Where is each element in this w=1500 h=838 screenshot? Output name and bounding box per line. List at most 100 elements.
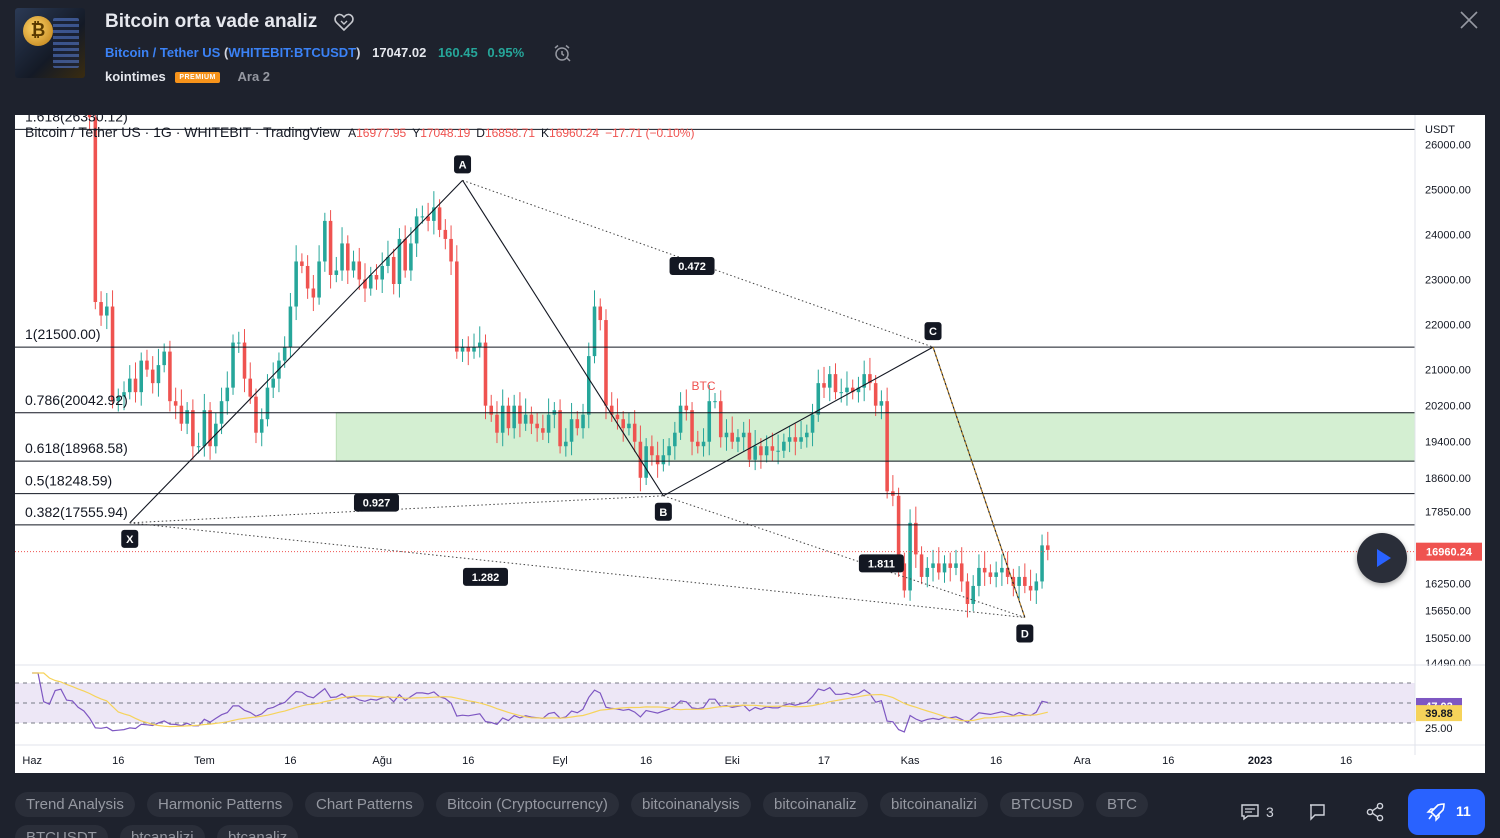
candle-body xyxy=(363,279,367,289)
candle xyxy=(805,424,809,448)
x-tick-label: 16 xyxy=(640,755,652,767)
chart-area[interactable]: 1.618(26330.12) 1(21500.00) 0.786(20042.92… xyxy=(15,115,1485,773)
candle-body xyxy=(105,306,109,316)
ratio-label-text: 0.927 xyxy=(363,498,391,510)
candle-body xyxy=(242,342,247,379)
candle xyxy=(122,381,126,411)
candle-body xyxy=(466,347,471,352)
boost-button[interactable]: 11 xyxy=(1408,789,1485,835)
pattern-point-label-text: A xyxy=(459,159,467,171)
candle-body xyxy=(885,401,889,492)
candle-body xyxy=(196,446,201,448)
ratio-label-text: 0.472 xyxy=(678,261,706,273)
candle-body xyxy=(311,288,316,298)
candle xyxy=(569,402,574,456)
candle xyxy=(701,428,706,457)
tag-chip[interactable]: btcanaliz xyxy=(217,825,299,838)
candle xyxy=(546,398,551,444)
fib-level-label: 0.5(18248.59) xyxy=(25,473,112,489)
close-icon[interactable] xyxy=(1458,9,1480,31)
candle xyxy=(334,256,339,283)
candle xyxy=(351,250,356,278)
currency-label: USDT xyxy=(1425,124,1455,136)
candle-body xyxy=(529,414,534,424)
candle xyxy=(489,394,494,422)
candle xyxy=(604,309,608,420)
candle-body xyxy=(265,387,270,420)
candle xyxy=(535,412,539,442)
symbol-name-link[interactable]: Bitcoin / Tether US xyxy=(105,45,221,60)
candle-body xyxy=(564,441,568,447)
candle xyxy=(793,423,798,456)
tag-chip[interactable]: bitcoinanalysis xyxy=(631,792,751,817)
candle-body xyxy=(971,585,975,604)
candle xyxy=(971,575,975,612)
alarm-clock-icon[interactable] xyxy=(552,43,572,63)
candle-body xyxy=(150,369,155,384)
candle-body xyxy=(799,437,803,442)
x-tick-label: 16 xyxy=(990,755,1002,767)
candle-body xyxy=(724,432,729,438)
candle-body xyxy=(942,563,947,573)
share-icon[interactable] xyxy=(1364,801,1386,823)
tag-chip[interactable]: BTCUSD xyxy=(1000,792,1084,817)
comments-button[interactable]: 3 xyxy=(1240,789,1280,835)
candles xyxy=(87,115,1050,618)
candle xyxy=(328,210,333,289)
tag-chip[interactable]: Harmonic Patterns xyxy=(147,792,294,817)
candle xyxy=(294,245,298,321)
candle xyxy=(873,375,878,417)
exchange-ticker-link[interactable]: WHITEBIT:BTCUSDT xyxy=(228,45,357,60)
candle-body xyxy=(254,396,258,433)
y-tick-label: 17850.00 xyxy=(1425,507,1471,519)
candle-body xyxy=(328,220,333,275)
candle-body xyxy=(87,115,92,118)
candle-body xyxy=(409,243,413,271)
rsi-ma-text: 39.88 xyxy=(1425,708,1453,720)
candle xyxy=(300,253,304,274)
idea-thumbnail[interactable]: ₿ xyxy=(15,8,85,78)
y-tick-label: 24000.00 xyxy=(1425,229,1471,241)
candle xyxy=(936,547,941,580)
tag-chip[interactable]: Chart Patterns xyxy=(305,792,424,817)
candle-body xyxy=(449,238,453,262)
chat-icon[interactable] xyxy=(1307,802,1327,822)
candle xyxy=(925,557,930,588)
candle xyxy=(736,429,740,453)
last-price: 17047.02 xyxy=(372,45,427,60)
candle xyxy=(133,362,138,403)
tag-chip[interactable]: BTC xyxy=(1096,792,1148,817)
tag-chip[interactable]: BTCUSDT xyxy=(15,825,108,838)
candle xyxy=(730,416,734,449)
candle xyxy=(380,252,384,294)
candle xyxy=(196,432,201,454)
candle xyxy=(724,419,729,451)
last-price-badge: 16960.24 xyxy=(1416,542,1482,561)
candle-body xyxy=(569,419,574,442)
candle xyxy=(363,263,367,303)
tag-chip[interactable]: Trend Analysis xyxy=(15,792,135,817)
tag-chip[interactable]: btcanalizi xyxy=(120,825,205,838)
candle xyxy=(391,248,396,295)
author-name[interactable]: kointimes xyxy=(105,69,166,84)
candle-body xyxy=(477,342,482,348)
candle-body xyxy=(133,378,138,393)
tag-chip[interactable]: Bitcoin (Cryptocurrency) xyxy=(436,792,619,817)
tag-chip[interactable]: bitcoinanaliz xyxy=(763,792,868,817)
last-price-badge-text: 16960.24 xyxy=(1426,547,1473,559)
price-chart[interactable]: 1.618(26330.12) 1(21500.00) 0.786(20042.92… xyxy=(15,115,1485,773)
pattern-point-label-bg xyxy=(1016,624,1034,643)
candle xyxy=(1028,569,1033,601)
candle xyxy=(581,403,585,439)
heart-icon[interactable] xyxy=(332,10,356,34)
play-icon[interactable] xyxy=(1357,533,1407,583)
candle-body xyxy=(535,423,539,429)
x-tick-label: 17 xyxy=(818,755,830,767)
candle xyxy=(954,549,958,576)
candle-body xyxy=(982,567,987,573)
chart-legend: Bitcoin / Tether US · 1G · WHITEBIT · Tr… xyxy=(25,124,694,140)
tag-chip[interactable]: bitcoinanalizi xyxy=(880,792,988,817)
candle xyxy=(575,411,580,436)
comment-icon xyxy=(1241,804,1259,821)
y-tick-label: 25000.00 xyxy=(1425,184,1471,196)
